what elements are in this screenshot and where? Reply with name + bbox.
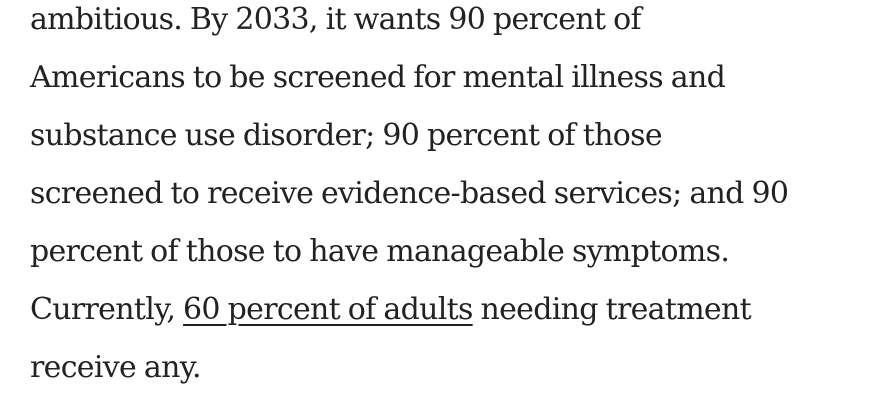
link-suffix-text: needing treatment [472, 292, 752, 327]
paragraph-line: percent of those to have manageable symp… [30, 234, 730, 269]
paragraph-line: substance use disorder; 90 percent of th… [30, 118, 663, 153]
adults-statistic-link[interactable]: 60 percent of adults [183, 292, 473, 327]
paragraph-line: Americans to be screened for mental illn… [30, 60, 726, 95]
paragraph-line: ambitious. By 2033, it wants 90 percent … [30, 2, 642, 37]
paragraph-line-with-link: Currently, 60 percent of adults needing … [30, 281, 860, 339]
paragraph-line: screened to receive evidence-based servi… [30, 176, 789, 211]
article-paragraph: ambitious. By 2033, it wants 90 percent … [30, 0, 860, 397]
paragraph-line: receive any. [30, 350, 201, 385]
link-prefix-text: Currently, [30, 292, 184, 327]
